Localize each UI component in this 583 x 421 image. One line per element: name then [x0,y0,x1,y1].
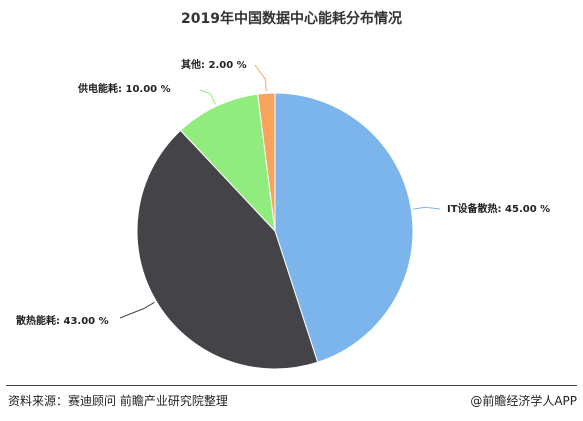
chart-title: 2019年中国数据中心能耗分布情况 [181,11,402,27]
pie-slice-3 [179,93,276,233]
slice-label-3: 供电能耗: 10.00 % [77,82,171,95]
pie-slice-4 [257,92,276,232]
leader-line-4 [254,64,267,92]
pie-slice-2 [136,129,319,370]
leader-line-3 [199,89,216,105]
source-note: 资料来源：赛迪顾问 前瞻产业研究院整理 [8,394,228,408]
slice-label-4: 其他: 2.00 % [181,58,247,71]
footer-divider [6,385,577,386]
slice-label-2: 散热能耗: 43.00 % [16,314,109,327]
leader-line-1 [413,206,441,210]
brand-credit: @前瞻经济学人APP [470,394,577,408]
leader-line-2 [119,301,155,319]
pie-slice-1 [274,92,414,363]
slice-label-1: IT设备散热: 45.00 % [447,202,550,215]
